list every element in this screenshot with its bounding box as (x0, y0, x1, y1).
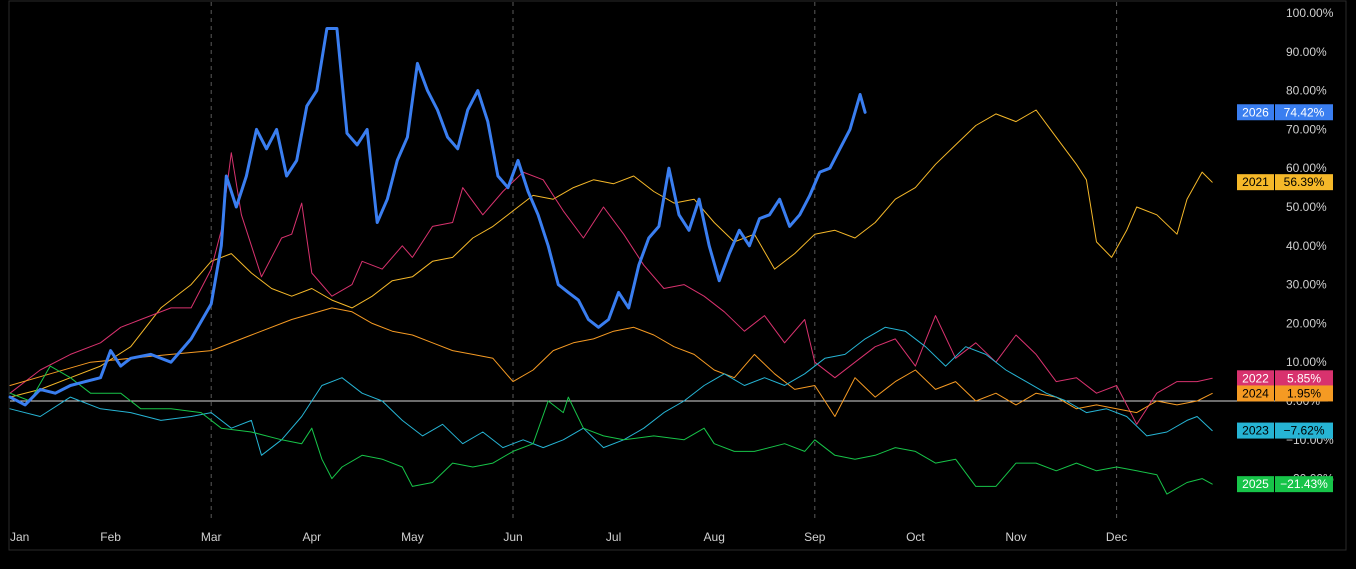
legend-item-2022: 2022 5.85% (1237, 370, 1333, 387)
legend-year-box (1237, 174, 1274, 191)
y-tick-label: 60.00% (1286, 161, 1327, 175)
x-tick-label-jun: Jun (503, 530, 522, 544)
legend-item-2025: 2025 −21.43% (1237, 476, 1333, 493)
last-value-labels: 2026 74.42%2021 56.39%2022 5.85%2024 1.95%20… (1237, 104, 1333, 493)
legend-year-label: 2023 (1242, 424, 1269, 438)
legend-year-box (1237, 370, 1274, 387)
legend-value-label: 56.39% (1284, 175, 1325, 189)
y-tick-label: 40.00% (1286, 239, 1327, 253)
y-tick-label: 20.00% (1286, 316, 1327, 330)
legend-year-box (1237, 385, 1274, 402)
legend-value-label: 74.42% (1284, 105, 1325, 119)
x-tick-label-dec: Dec (1106, 530, 1127, 544)
x-tick-label-apr: Apr (302, 530, 321, 544)
series-line-2025 (9, 365, 1213, 495)
legend-item-2023: 2023 −7.62% (1237, 422, 1333, 439)
legend-value-box (1275, 104, 1333, 121)
series-line-2022 (9, 152, 1213, 425)
y-tick-label: 90.00% (1286, 45, 1327, 59)
legend-value-box (1275, 476, 1333, 493)
series-line-2021 (9, 109, 1213, 398)
x-tick-label-jul: Jul (606, 530, 621, 544)
legend-value-box (1275, 370, 1333, 387)
series-line-2026 (8, 27, 867, 407)
y-tick-label: 10.00% (1286, 355, 1327, 369)
legend-year-label: 2021 (1242, 175, 1269, 189)
x-tick-label-aug: Aug (704, 530, 725, 544)
legend-year-box (1237, 104, 1274, 121)
legend-value-label: 5.85% (1287, 371, 1321, 385)
legend-value-box (1275, 385, 1333, 402)
legend-year-label: 2022 (1242, 371, 1269, 385)
legend-year-box (1237, 476, 1274, 493)
y-tick-label: 70.00% (1286, 122, 1327, 136)
legend-value-label: −7.62% (1283, 424, 1324, 438)
legend-value-box (1275, 422, 1333, 439)
x-tick-label-oct: Oct (906, 530, 925, 544)
legend-value-label: 1.95% (1287, 386, 1321, 400)
legend-value-label: −21.43% (1280, 477, 1328, 491)
legend-year-label: 2025 (1242, 477, 1269, 491)
y-tick-label: 100.00% (1286, 6, 1334, 20)
chart-frame (8, 0, 1347, 551)
legend-value-box (1275, 174, 1333, 191)
y-tick-label: 80.00% (1286, 84, 1327, 98)
legend-item-2026: 2026 74.42% (1237, 104, 1333, 121)
legend-year-label: 2024 (1242, 386, 1269, 400)
legend-year-label: 2026 (1242, 105, 1269, 119)
series-lines (8, 27, 1213, 495)
x-tick-label-sep: Sep (804, 530, 826, 544)
x-tick-label-jan: Jan (10, 530, 29, 544)
x-tick-label-may: May (401, 530, 424, 544)
series-line-2024 (9, 307, 1213, 417)
x-axis: Jan Feb Mar Apr May Jun Jul Aug Sep Oct Nov Dec (10, 530, 1127, 544)
legend-year-box (1237, 422, 1274, 439)
y-tick-label: 30.00% (1286, 278, 1327, 292)
legend-item-2024: 2024 1.95% (1237, 385, 1333, 402)
x-tick-label-nov: Nov (1005, 530, 1026, 544)
x-tick-label-feb: Feb (100, 530, 121, 544)
y-tick-label: 50.00% (1286, 200, 1327, 214)
x-tick-label-mar: Mar (201, 530, 222, 544)
series-line-2023 (9, 326, 1213, 456)
legend-item-2021: 2021 56.39% (1237, 174, 1333, 191)
